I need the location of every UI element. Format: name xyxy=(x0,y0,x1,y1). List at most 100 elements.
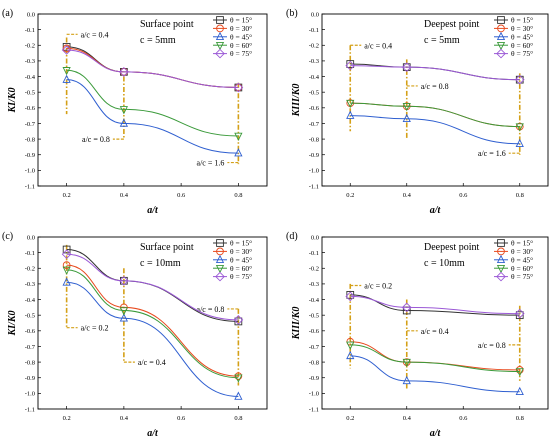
panel-label: (b) xyxy=(286,8,298,19)
legend-label: θ = 15° xyxy=(511,16,533,25)
panel-subtitle: c = 10mm xyxy=(140,258,181,269)
series-line xyxy=(350,65,520,81)
legend-label: θ = 30° xyxy=(511,247,533,256)
series-point xyxy=(346,291,355,299)
panel-subtitle: c = 10mm xyxy=(424,258,465,269)
panel-title: Surface point xyxy=(140,19,194,30)
series-point xyxy=(119,275,129,286)
annotation-label: a/c = 0.8 xyxy=(197,305,225,314)
series-point xyxy=(61,249,72,260)
series-point xyxy=(233,82,244,93)
legend-label: θ = 45° xyxy=(230,255,252,264)
annotation-label: a/c = 1.6 xyxy=(197,159,225,168)
legend-label: θ = 45° xyxy=(511,255,533,264)
y-tick-label: -1.0 xyxy=(25,168,35,175)
annotation-label: a/c = 0.8 xyxy=(478,341,506,350)
y-tick-label: -0.9 xyxy=(309,375,319,382)
y-tick-label: -0.9 xyxy=(25,375,35,382)
y-tick-label: -0.4 xyxy=(25,74,36,81)
series-point xyxy=(515,386,524,396)
series-line xyxy=(66,49,239,88)
x-axis-label: a/t xyxy=(430,428,442,439)
y-tick-label: -0.6 xyxy=(309,105,320,112)
legend-label: θ = 30° xyxy=(230,247,252,256)
legend-label: θ = 60° xyxy=(230,41,252,50)
series-point xyxy=(346,60,355,68)
legend-marker xyxy=(497,239,505,247)
series-point xyxy=(119,106,129,115)
x-tick-label: 0.4 xyxy=(120,415,129,422)
legend-label: θ = 75° xyxy=(511,49,533,58)
y-tick-label: -0.2 xyxy=(25,266,35,273)
legend-marker xyxy=(497,16,505,24)
legend-marker xyxy=(215,48,225,59)
y-tick-label: -0.7 xyxy=(25,121,36,128)
legend-label: θ = 75° xyxy=(511,272,533,281)
legend-marker xyxy=(496,41,506,51)
y-tick-label: -0.1 xyxy=(25,27,35,34)
panel-d: 0.0 -0.1 -0.2 -0.3 -0.4 -0.5 -0.6 -0.7 -0.8 -0.9 -… xyxy=(286,231,549,439)
x-tick-label: 0.6 xyxy=(177,415,186,422)
legend-label: θ = 75° xyxy=(230,49,252,58)
series-line xyxy=(66,253,239,321)
series-point xyxy=(234,372,243,381)
annotation-label: a/c = 0.2 xyxy=(364,281,392,290)
y-tick-label: -0.5 xyxy=(309,312,319,319)
y-tick-label: -1.0 xyxy=(25,391,35,398)
series-point xyxy=(346,99,355,109)
y-tick-label: -0.4 xyxy=(309,297,320,304)
x-tick-label: 0.4 xyxy=(403,192,412,199)
legend-marker xyxy=(496,264,506,274)
x-tick-label: 0.2 xyxy=(63,415,71,422)
legend-label: θ = 15° xyxy=(230,239,252,248)
panel-label: (c) xyxy=(2,231,13,242)
y-tick-label: -0.7 xyxy=(25,344,36,351)
series-point xyxy=(515,123,524,132)
panel-title: Deepest point xyxy=(424,242,479,253)
legend-marker xyxy=(496,48,506,59)
series-point xyxy=(346,341,355,350)
series-point xyxy=(515,311,524,320)
series-point xyxy=(233,315,244,325)
series-point xyxy=(514,308,525,319)
series-line xyxy=(350,294,520,316)
legend-marker xyxy=(216,239,224,247)
y-tick-label: -0.5 xyxy=(309,89,319,96)
y-axis-label: KIII/K0 xyxy=(291,84,302,118)
y-tick-label: -0.8 xyxy=(309,136,319,143)
legend-marker xyxy=(215,254,225,264)
series-line xyxy=(66,69,239,137)
panel-subtitle: c = 5mm xyxy=(424,35,460,46)
legend-label: θ = 60° xyxy=(511,41,533,50)
y-tick-label: -0.6 xyxy=(25,105,36,112)
series-line xyxy=(350,344,520,372)
series-point xyxy=(346,350,355,360)
series-point xyxy=(62,44,71,53)
legend-marker xyxy=(215,264,225,274)
series-line xyxy=(66,47,239,88)
legend-label: θ = 30° xyxy=(511,24,533,33)
series-point xyxy=(234,148,243,157)
series-point xyxy=(515,368,524,377)
series-point xyxy=(62,277,71,286)
series-point xyxy=(234,317,243,326)
y-tick-label: -1.0 xyxy=(309,391,319,398)
series-point xyxy=(234,132,243,141)
series-point xyxy=(515,138,524,148)
plot-frame xyxy=(321,236,549,410)
panel-title: Surface point xyxy=(140,242,194,253)
y-tick-label: -0.3 xyxy=(25,58,35,65)
series-point xyxy=(402,113,411,123)
panel-subtitle: c = 5mm xyxy=(140,35,176,46)
series-point xyxy=(119,307,129,316)
annotation-label: a/c = 0.4 xyxy=(81,30,109,39)
y-tick-label: -1.1 xyxy=(309,406,319,413)
series-point xyxy=(402,375,411,385)
y-axis-label: KI/K0 xyxy=(7,310,18,336)
annotation-label: a/c = 0.4 xyxy=(421,327,449,336)
series-line xyxy=(350,102,520,128)
legend-marker xyxy=(215,271,225,282)
series-point xyxy=(234,374,243,383)
series-point xyxy=(62,261,71,269)
